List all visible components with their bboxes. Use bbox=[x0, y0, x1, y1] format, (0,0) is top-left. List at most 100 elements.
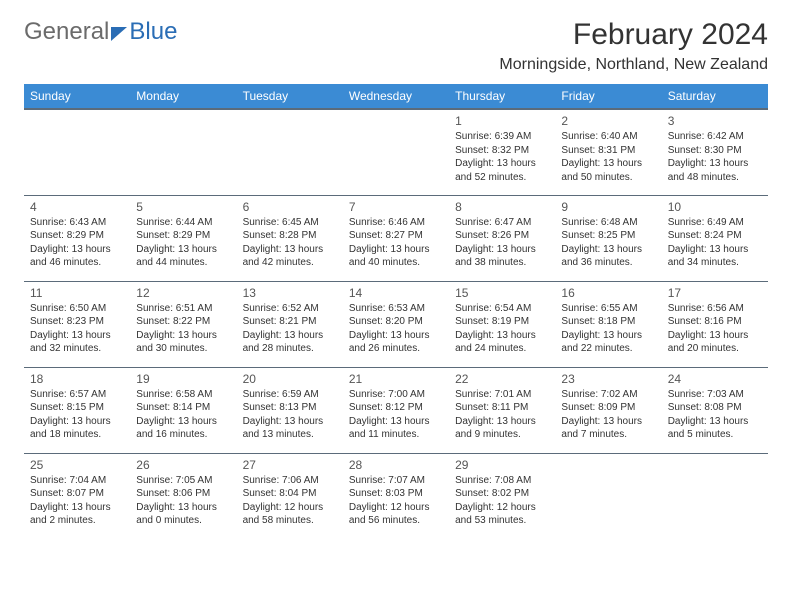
weekday-header: Tuesday bbox=[237, 84, 343, 109]
day-info: Sunrise: 6:44 AMSunset: 8:29 PMDaylight:… bbox=[136, 216, 230, 270]
day-number: 4 bbox=[30, 200, 124, 214]
calendar-cell: 1 Sunrise: 6:39 AMSunset: 8:32 PMDaylight… bbox=[449, 109, 555, 195]
day-info: Sunrise: 6:45 AMSunset: 8:28 PMDaylight:… bbox=[243, 216, 337, 270]
day-info: Sunrise: 7:03 AMSunset: 8:08 PMDaylight:… bbox=[668, 388, 762, 442]
day-info: Sunrise: 6:51 AMSunset: 8:22 PMDaylight:… bbox=[136, 302, 230, 356]
day-info: Sunrise: 6:54 AMSunset: 8:19 PMDaylight:… bbox=[455, 302, 549, 356]
header: General Blue February 2024 Morningside, … bbox=[24, 18, 768, 74]
calendar-row: 18 Sunrise: 6:57 AMSunset: 8:15 PMDayligh… bbox=[24, 367, 768, 453]
day-number: 26 bbox=[136, 458, 230, 472]
day-number: 24 bbox=[668, 372, 762, 386]
day-number: 2 bbox=[561, 114, 655, 128]
calendar-cell: 15 Sunrise: 6:54 AMSunset: 8:19 PMDayligh… bbox=[449, 281, 555, 367]
calendar-cell: 13 Sunrise: 6:52 AMSunset: 8:21 PMDayligh… bbox=[237, 281, 343, 367]
calendar-cell: 16Sunrise: 6:55 AMSunset: 8:18 PMDayligh… bbox=[555, 281, 661, 367]
weekday-header: Thursday bbox=[449, 84, 555, 109]
day-info: Sunrise: 6:57 AMSunset: 8:15 PMDaylight:… bbox=[30, 388, 124, 442]
day-info: Sunrise: 6:47 AMSunset: 8:26 PMDaylight:… bbox=[455, 216, 549, 270]
day-number: 13 bbox=[243, 286, 337, 300]
day-number: 23 bbox=[561, 372, 655, 386]
calendar-body: 1 Sunrise: 6:39 AMSunset: 8:32 PMDaylight… bbox=[24, 109, 768, 539]
calendar-cell-empty bbox=[237, 109, 343, 195]
calendar-table: SundayMondayTuesdayWednesdayThursdayFrid… bbox=[24, 84, 768, 539]
weekday-header: Friday bbox=[555, 84, 661, 109]
day-info: Sunrise: 6:56 AMSunset: 8:16 PMDaylight:… bbox=[668, 302, 762, 356]
calendar-cell: 6 Sunrise: 6:45 AMSunset: 8:28 PMDaylight… bbox=[237, 195, 343, 281]
day-info: Sunrise: 6:58 AMSunset: 8:14 PMDaylight:… bbox=[136, 388, 230, 442]
calendar-cell: 26 Sunrise: 7:05 AMSunset: 8:06 PMDayligh… bbox=[130, 453, 236, 539]
day-number: 20 bbox=[243, 372, 337, 386]
day-number: 17 bbox=[668, 286, 762, 300]
calendar-row: 1 Sunrise: 6:39 AMSunset: 8:32 PMDaylight… bbox=[24, 109, 768, 195]
day-info: Sunrise: 6:59 AMSunset: 8:13 PMDaylight:… bbox=[243, 388, 337, 442]
day-info: Sunrise: 6:48 AMSunset: 8:25 PMDaylight:… bbox=[561, 216, 655, 270]
day-info: Sunrise: 7:01 AMSunset: 8:11 PMDaylight:… bbox=[455, 388, 549, 442]
calendar-cell: 5 Sunrise: 6:44 AMSunset: 8:29 PMDaylight… bbox=[130, 195, 236, 281]
calendar-cell: 12 Sunrise: 6:51 AMSunset: 8:22 PMDayligh… bbox=[130, 281, 236, 367]
day-number: 29 bbox=[455, 458, 549, 472]
day-number: 1 bbox=[455, 114, 549, 128]
calendar-cell: 2 Sunrise: 6:40 AMSunset: 8:31 PMDaylight… bbox=[555, 109, 661, 195]
day-info: Sunrise: 6:52 AMSunset: 8:21 PMDaylight:… bbox=[243, 302, 337, 356]
day-number: 14 bbox=[349, 286, 443, 300]
calendar-cell: 9 Sunrise: 6:48 AMSunset: 8:25 PMDaylight… bbox=[555, 195, 661, 281]
calendar-cell: 20 Sunrise: 6:59 AMSunset: 8:13 PMDayligh… bbox=[237, 367, 343, 453]
day-number: 8 bbox=[455, 200, 549, 214]
logo-triangle-icon bbox=[111, 27, 127, 41]
title-block: February 2024 Morningside, Northland, Ne… bbox=[499, 18, 768, 74]
day-number: 27 bbox=[243, 458, 337, 472]
day-number: 22 bbox=[455, 372, 549, 386]
day-info: Sunrise: 6:53 AMSunset: 8:20 PMDaylight:… bbox=[349, 302, 443, 356]
calendar-cell: 7 Sunrise: 6:46 AMSunset: 8:27 PMDaylight… bbox=[343, 195, 449, 281]
day-number: 25 bbox=[30, 458, 124, 472]
calendar-cell-empty bbox=[130, 109, 236, 195]
day-number: 28 bbox=[349, 458, 443, 472]
day-number: 6 bbox=[243, 200, 337, 214]
logo-text-general: General bbox=[24, 18, 109, 46]
day-info: Sunrise: 6:50 AMSunset: 8:23 PMDaylight:… bbox=[30, 302, 124, 356]
month-title: February 2024 bbox=[499, 18, 768, 52]
calendar-cell: 3Sunrise: 6:42 AMSunset: 8:30 PMDaylight… bbox=[662, 109, 768, 195]
day-info: Sunrise: 6:46 AMSunset: 8:27 PMDaylight:… bbox=[349, 216, 443, 270]
day-info: Sunrise: 6:39 AMSunset: 8:32 PMDaylight:… bbox=[455, 130, 549, 184]
calendar-row: 11 Sunrise: 6:50 AMSunset: 8:23 PMDayligh… bbox=[24, 281, 768, 367]
calendar-cell: 11 Sunrise: 6:50 AMSunset: 8:23 PMDayligh… bbox=[24, 281, 130, 367]
calendar-cell: 18 Sunrise: 6:57 AMSunset: 8:15 PMDayligh… bbox=[24, 367, 130, 453]
day-number: 15 bbox=[455, 286, 549, 300]
weekday-header: Sunday bbox=[24, 84, 130, 109]
day-number: 9 bbox=[561, 200, 655, 214]
calendar-cell: 29 Sunrise: 7:08 AMSunset: 8:02 PMDayligh… bbox=[449, 453, 555, 539]
logo: General Blue bbox=[24, 18, 177, 46]
calendar-cell: 22 Sunrise: 7:01 AMSunset: 8:11 PMDayligh… bbox=[449, 367, 555, 453]
calendar-cell-empty bbox=[555, 453, 661, 539]
day-info: Sunrise: 7:08 AMSunset: 8:02 PMDaylight:… bbox=[455, 474, 549, 528]
weekday-header: Wednesday bbox=[343, 84, 449, 109]
day-number: 5 bbox=[136, 200, 230, 214]
calendar-row: 25Sunrise: 7:04 AMSunset: 8:07 PMDayligh… bbox=[24, 453, 768, 539]
calendar-cell: 4Sunrise: 6:43 AMSunset: 8:29 PMDaylight… bbox=[24, 195, 130, 281]
day-info: Sunrise: 7:02 AMSunset: 8:09 PMDaylight:… bbox=[561, 388, 655, 442]
day-number: 10 bbox=[668, 200, 762, 214]
calendar-cell: 19 Sunrise: 6:58 AMSunset: 8:14 PMDayligh… bbox=[130, 367, 236, 453]
weekday-header: Monday bbox=[130, 84, 236, 109]
calendar-cell-empty bbox=[662, 453, 768, 539]
day-number: 19 bbox=[136, 372, 230, 386]
calendar-cell: 27 Sunrise: 7:06 AMSunset: 8:04 PMDayligh… bbox=[237, 453, 343, 539]
day-info: Sunrise: 6:40 AMSunset: 8:31 PMDaylight:… bbox=[561, 130, 655, 184]
day-number: 16 bbox=[561, 286, 655, 300]
day-number: 12 bbox=[136, 286, 230, 300]
calendar-cell: 17 Sunrise: 6:56 AMSunset: 8:16 PMDayligh… bbox=[662, 281, 768, 367]
calendar-cell: 10 Sunrise: 6:49 AMSunset: 8:24 PMDayligh… bbox=[662, 195, 768, 281]
weekday-header: Saturday bbox=[662, 84, 768, 109]
day-info: Sunrise: 7:07 AMSunset: 8:03 PMDaylight:… bbox=[349, 474, 443, 528]
day-info: Sunrise: 6:49 AMSunset: 8:24 PMDaylight:… bbox=[668, 216, 762, 270]
day-number: 11 bbox=[30, 286, 124, 300]
day-number: 18 bbox=[30, 372, 124, 386]
weekday-header-row: SundayMondayTuesdayWednesdayThursdayFrid… bbox=[24, 84, 768, 109]
day-info: Sunrise: 7:05 AMSunset: 8:06 PMDaylight:… bbox=[136, 474, 230, 528]
day-number: 21 bbox=[349, 372, 443, 386]
day-info: Sunrise: 7:06 AMSunset: 8:04 PMDaylight:… bbox=[243, 474, 337, 528]
logo-text-blue: Blue bbox=[129, 18, 177, 46]
day-info: Sunrise: 6:42 AMSunset: 8:30 PMDaylight:… bbox=[668, 130, 762, 184]
day-number: 7 bbox=[349, 200, 443, 214]
